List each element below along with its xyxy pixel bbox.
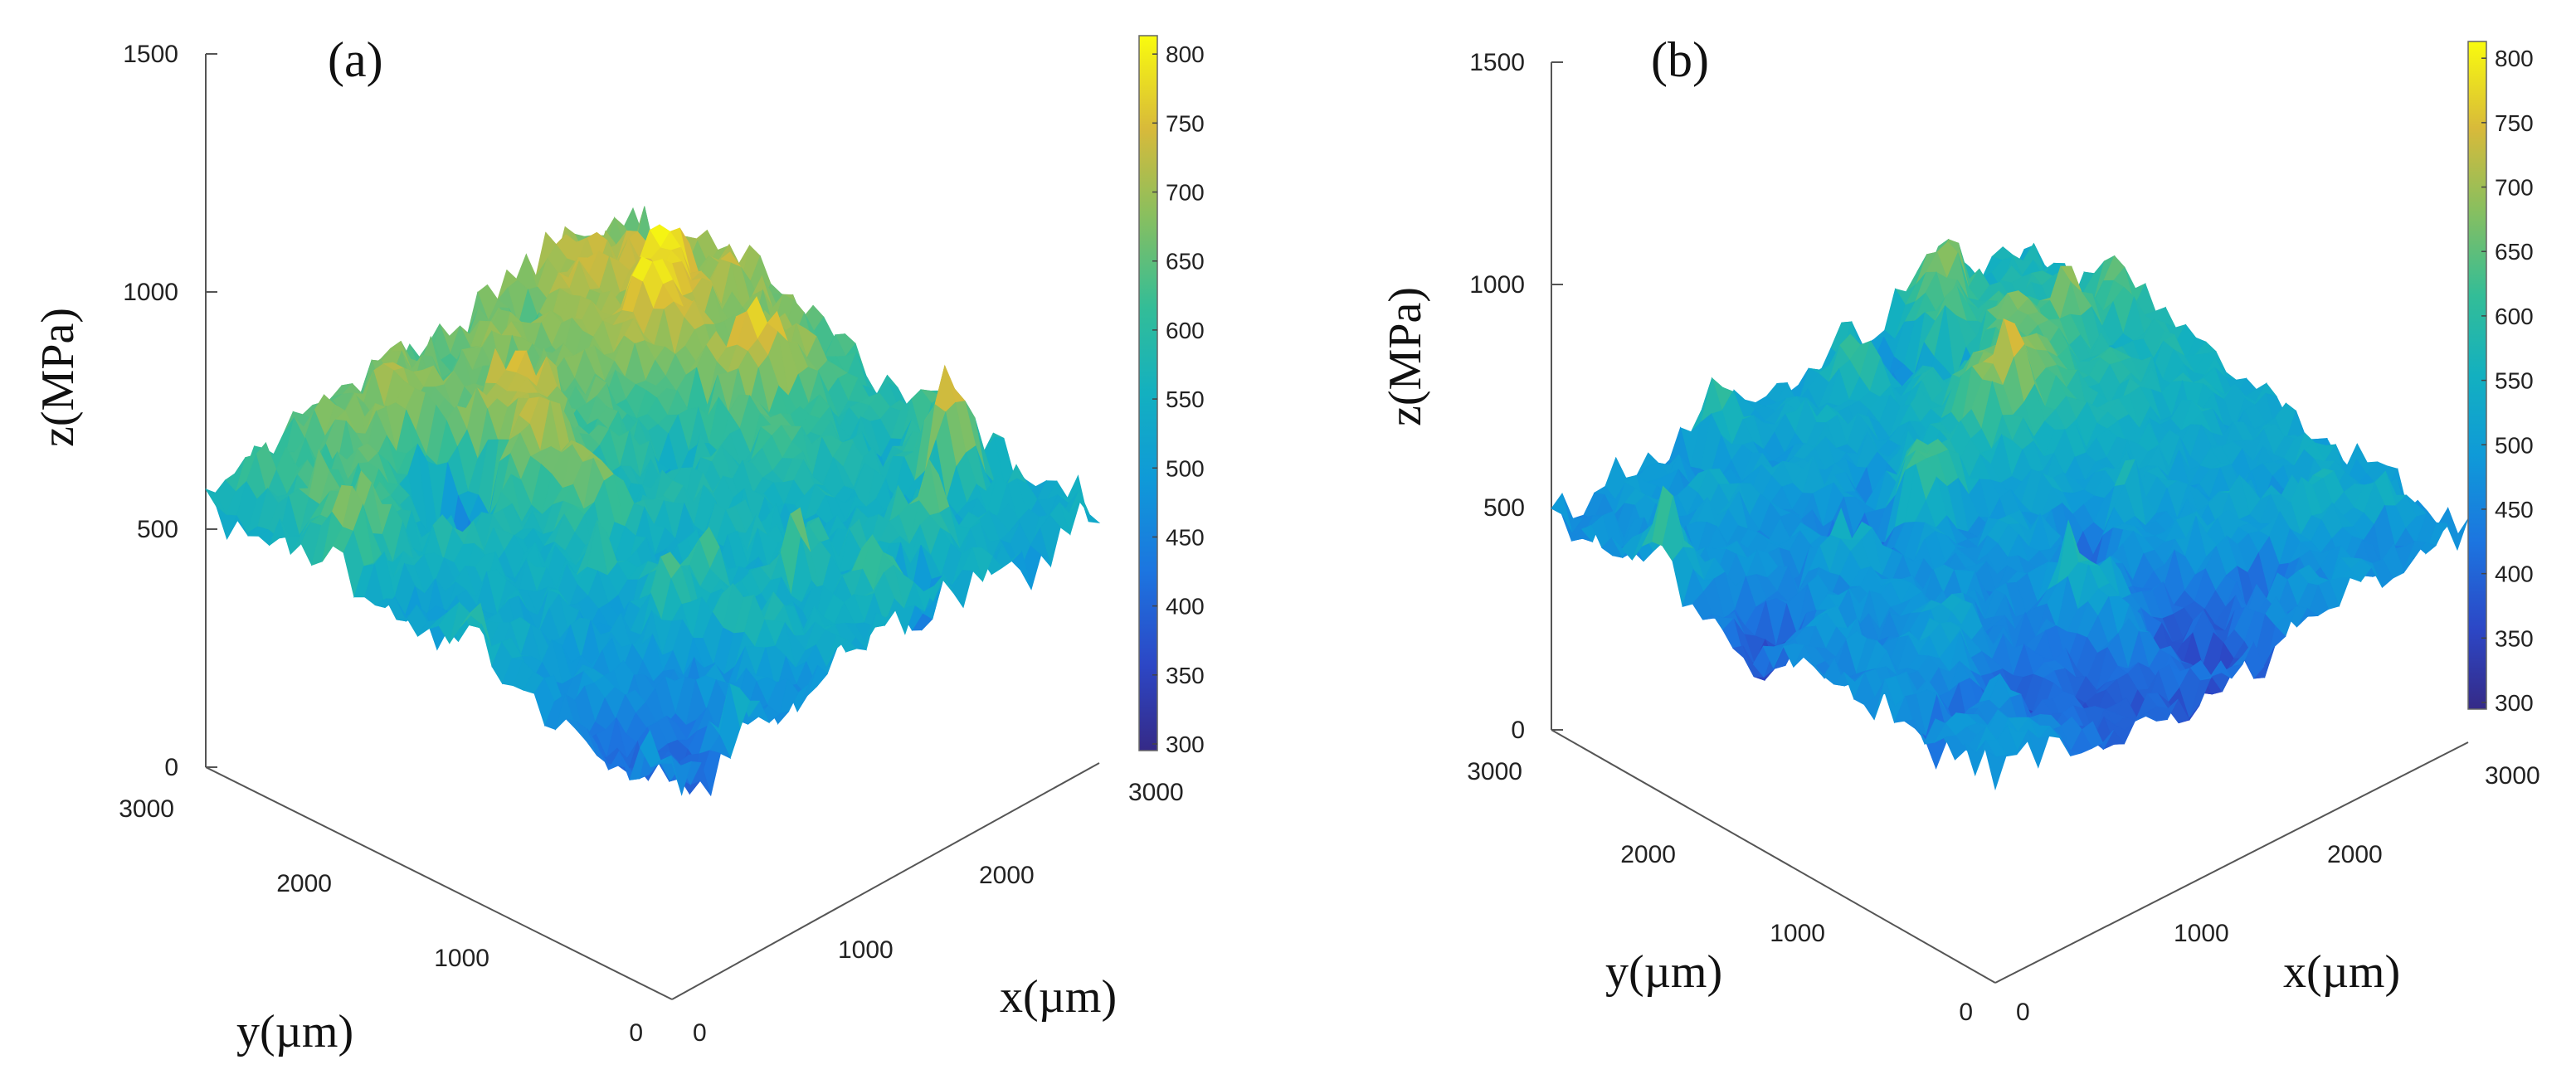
panel-b-y-axis	[1551, 729, 1996, 984]
panel-a-z-label: z(MPa)	[32, 308, 84, 447]
panel-b-y-tick-0: 0	[1959, 999, 1973, 1026]
panel-a-y-tick-1000: 1000	[434, 945, 489, 972]
panel-b-surface	[1551, 238, 2469, 791]
panel-a: (a) 0 500 1000 1500 3000 2000 1000 0 0 1…	[32, 32, 1205, 1057]
colorbar-tick-label: 650	[2495, 239, 2534, 265]
panel-a-label: (a)	[328, 32, 383, 87]
colorbar-tick-label: 750	[2495, 110, 2534, 136]
colorbar-tick-label: 500	[1166, 455, 1205, 481]
colorbar-tick-label: 400	[1166, 594, 1205, 620]
panel-b-z-tick-1000: 1000	[1469, 271, 1525, 299]
panel-a-y-tick-0: 0	[629, 1019, 643, 1047]
panel-a-colorbar	[1138, 35, 1158, 751]
panel-b-x-label: x(µm)	[2283, 946, 2400, 998]
panel-a-x-tick-3000: 3000	[1128, 779, 1184, 806]
panel-b-x-tick-1000: 1000	[2174, 920, 2229, 947]
panel-a-y-tick-3000: 3000	[119, 795, 174, 823]
panel-b-y-tick-2000: 2000	[1620, 841, 1676, 868]
panel-b-z-tick-500: 500	[1483, 494, 1525, 522]
panel-a-x-label: x(µm)	[1000, 971, 1117, 1023]
colorbar-tick-label: 600	[1166, 318, 1205, 343]
panel-b-z-tick-1500: 1500	[1469, 49, 1525, 76]
panel-a-surface	[205, 206, 1101, 797]
colorbar-tick-label: 700	[1166, 180, 1205, 206]
colorbar-tick-label: 550	[2495, 368, 2534, 394]
panel-b-label: (b)	[1651, 32, 1709, 87]
panel-b-y-label: y(µm)	[1605, 946, 1722, 998]
colorbar-tick-label: 300	[1166, 732, 1205, 757]
colorbar-tick-label: 700	[2495, 175, 2534, 201]
panel-b-x-tick-0: 0	[2016, 999, 2030, 1026]
colorbar-tick-label: 800	[2495, 46, 2534, 71]
panel-a-colorbar-ticks: 300 350 400 450 500 550 600 650 700 750 800	[1152, 41, 1205, 757]
panel-a-y-tick-2000: 2000	[276, 870, 332, 897]
panel-a-y-label: y(µm)	[236, 1006, 353, 1057]
colorbar-tick-label: 550	[1166, 386, 1205, 412]
panel-b-y-tick-3000: 3000	[1467, 758, 1522, 785]
panel-a-z-tick-1000: 1000	[123, 279, 178, 306]
panel-a-x-tick-0: 0	[693, 1019, 707, 1047]
colorbar-tick-label: 450	[1166, 524, 1205, 550]
panel-b-x-tick-3000: 3000	[2485, 762, 2540, 790]
colorbar-tick-label: 450	[2495, 497, 2534, 523]
colorbar-tick-label: 800	[1166, 41, 1205, 67]
panel-b-colorbar	[2467, 41, 2487, 710]
colorbar-tick-label: 300	[2495, 690, 2534, 716]
panel-a-x-tick-1000: 1000	[838, 936, 894, 964]
surface-patch	[660, 755, 683, 795]
panel-a-z-tick-0: 0	[164, 754, 178, 781]
colorbar-tick-label: 750	[1166, 110, 1205, 136]
panel-a-z-tick-1500: 1500	[123, 41, 178, 68]
colorbar-tick-label: 350	[2495, 625, 2534, 651]
colorbar-tick-label: 650	[1166, 249, 1205, 275]
panel-b-y-tick-1000: 1000	[1770, 920, 1825, 947]
surface-patch	[1984, 747, 2007, 791]
panel-b-z-label: z(MPa)	[1380, 287, 1431, 426]
panel-b: (b) 0 500 1000 1500 3000 2000 1000 0 0 1…	[1380, 32, 2540, 1026]
panel-b-colorbar-ticks: 300 350 400 450 500 550 600 650 700 750 800	[2481, 46, 2534, 716]
panel-b-x-tick-2000: 2000	[2327, 841, 2383, 868]
panel-a-x-tick-2000: 2000	[979, 862, 1035, 889]
panel-a-z-tick-500: 500	[137, 516, 178, 543]
panel-a-y-axis	[205, 766, 673, 1000]
panel-b-z-tick-0: 0	[1511, 717, 1525, 744]
panel-b-x-axis	[1994, 741, 2469, 984]
panel-a-x-axis	[671, 762, 1100, 1000]
colorbar-tick-label: 500	[2495, 432, 2534, 458]
colorbar-tick-label: 400	[2495, 561, 2534, 587]
colorbar-tick-label: 600	[2495, 304, 2534, 329]
colorbar-tick-label: 350	[1166, 663, 1205, 688]
